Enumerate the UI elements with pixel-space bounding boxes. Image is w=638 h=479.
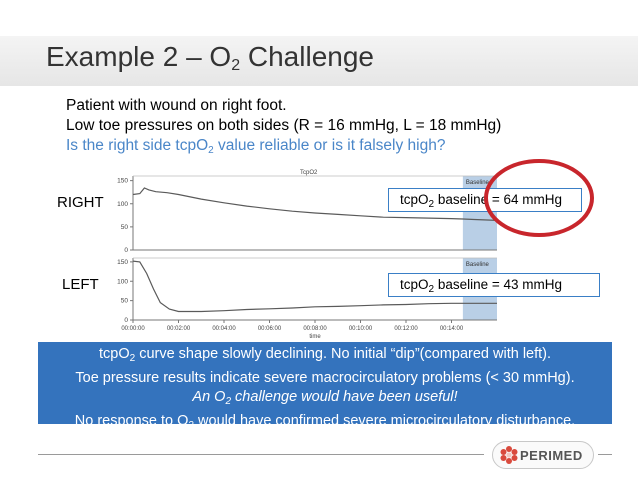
summary-line-4: No response to O2 would have confirmed s… [74,412,576,431]
x-tick-label: 00:08:00 [303,326,327,332]
footer-divider-right [598,454,612,455]
x-tick-label: 00:04:00 [212,326,236,332]
summary-box: tcpO2 curve shape slowly declining. No i… [38,342,612,431]
left-label: LEFT [62,276,99,293]
summary-line-2: Toe pressure results indicate severe mac… [75,369,575,386]
x-axis-title: time [309,334,321,340]
left-y-tick-label: 150 [117,259,128,266]
right-tcpo2-line [132,187,498,221]
right-y-tick-label: 100 [117,201,128,208]
x-tick-label: 00:00:00 [121,326,145,332]
left-y-tick-label: 0 [124,317,128,324]
left-baseline-tag: Baseline [466,262,490,268]
x-tick-label: 00:14:00 [440,326,464,332]
title-bar [0,36,638,86]
slide-title: Example 2 – O2 Challenge [46,41,374,74]
left-y-tick-label: 50 [121,298,129,305]
perimed-logo: PERIMED [492,441,594,469]
right-label: RIGHT [57,194,104,211]
right-y-tick-label: 150 [117,178,128,185]
highlight-circle [484,159,594,237]
x-tick-label: 00:06:00 [258,326,282,332]
x-tick-label: 00:10:00 [349,326,373,332]
right-baseline-tag: Baseline [466,180,490,186]
flower-icon [500,446,518,464]
x-tick-label: 00:02:00 [167,326,191,332]
intro-line-2: Low toe pressures on both sides (R = 16 … [66,117,502,134]
intro-question: Is the right side tcpO2 value reliable o… [66,137,446,156]
right-y-tick-label: 0 [124,247,128,254]
summary-line-1: tcpO2 curve shape slowly declining. No i… [98,346,552,364]
left-baseline-box: tcpO2 baseline = 43 mmHg [388,273,600,297]
left-tcpo2-line [132,260,497,313]
chart-header: TcpO2 [300,170,318,176]
summary-line-3: An O2 challenge would have been useful! [192,389,458,407]
right-y-tick-label: 50 [121,224,129,231]
intro-text: Patient with wound on right foot. Low to… [66,96,501,161]
left-y-tick-label: 100 [117,278,128,285]
intro-line-1: Patient with wound on right foot. [66,97,287,114]
x-tick-label: 00:12:00 [394,326,418,332]
logo-text: PERIMED [520,448,583,463]
time-axis: 00:00:00 00:02:00 00:04:00 00:06:00 00:08:00… [121,320,464,340]
footer-divider [38,454,484,455]
